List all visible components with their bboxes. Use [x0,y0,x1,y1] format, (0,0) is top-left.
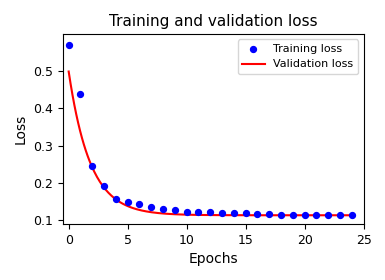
Training loss [219,210,225,215]
X-axis label: Epochs: Epochs [188,253,238,267]
Training loss [65,43,72,47]
Legend: Training loss, Validation loss: Training loss, Validation loss [238,39,358,74]
Training loss [136,202,142,207]
Training loss [148,205,154,210]
Training loss [125,200,131,204]
Validation loss [66,70,71,73]
Validation loss [235,214,239,217]
Training loss [337,213,343,218]
Y-axis label: Loss: Loss [13,114,27,144]
Training loss [325,213,331,218]
Validation loss [239,214,244,217]
Training loss [207,210,213,214]
Line: Validation loss: Validation loss [69,71,352,215]
Training loss [313,213,320,217]
Training loss [349,213,355,217]
Training loss [195,210,201,214]
Training loss [278,212,284,217]
Training loss [77,91,84,96]
Training loss [243,211,249,216]
Training loss [301,213,308,217]
Validation loss [350,214,354,217]
Training loss [172,208,178,213]
Validation loss [323,214,328,217]
Training loss [266,212,272,216]
Training loss [290,212,296,217]
Validation loss [234,214,239,217]
Training loss [101,184,107,188]
Training loss [254,211,261,216]
Training loss [160,207,166,211]
Training loss [184,209,190,214]
Validation loss [67,76,72,80]
Training loss [231,211,237,215]
Title: Training and validation loss: Training and validation loss [109,13,318,29]
Validation loss [305,214,310,217]
Training loss [113,197,119,201]
Training loss [89,164,95,169]
